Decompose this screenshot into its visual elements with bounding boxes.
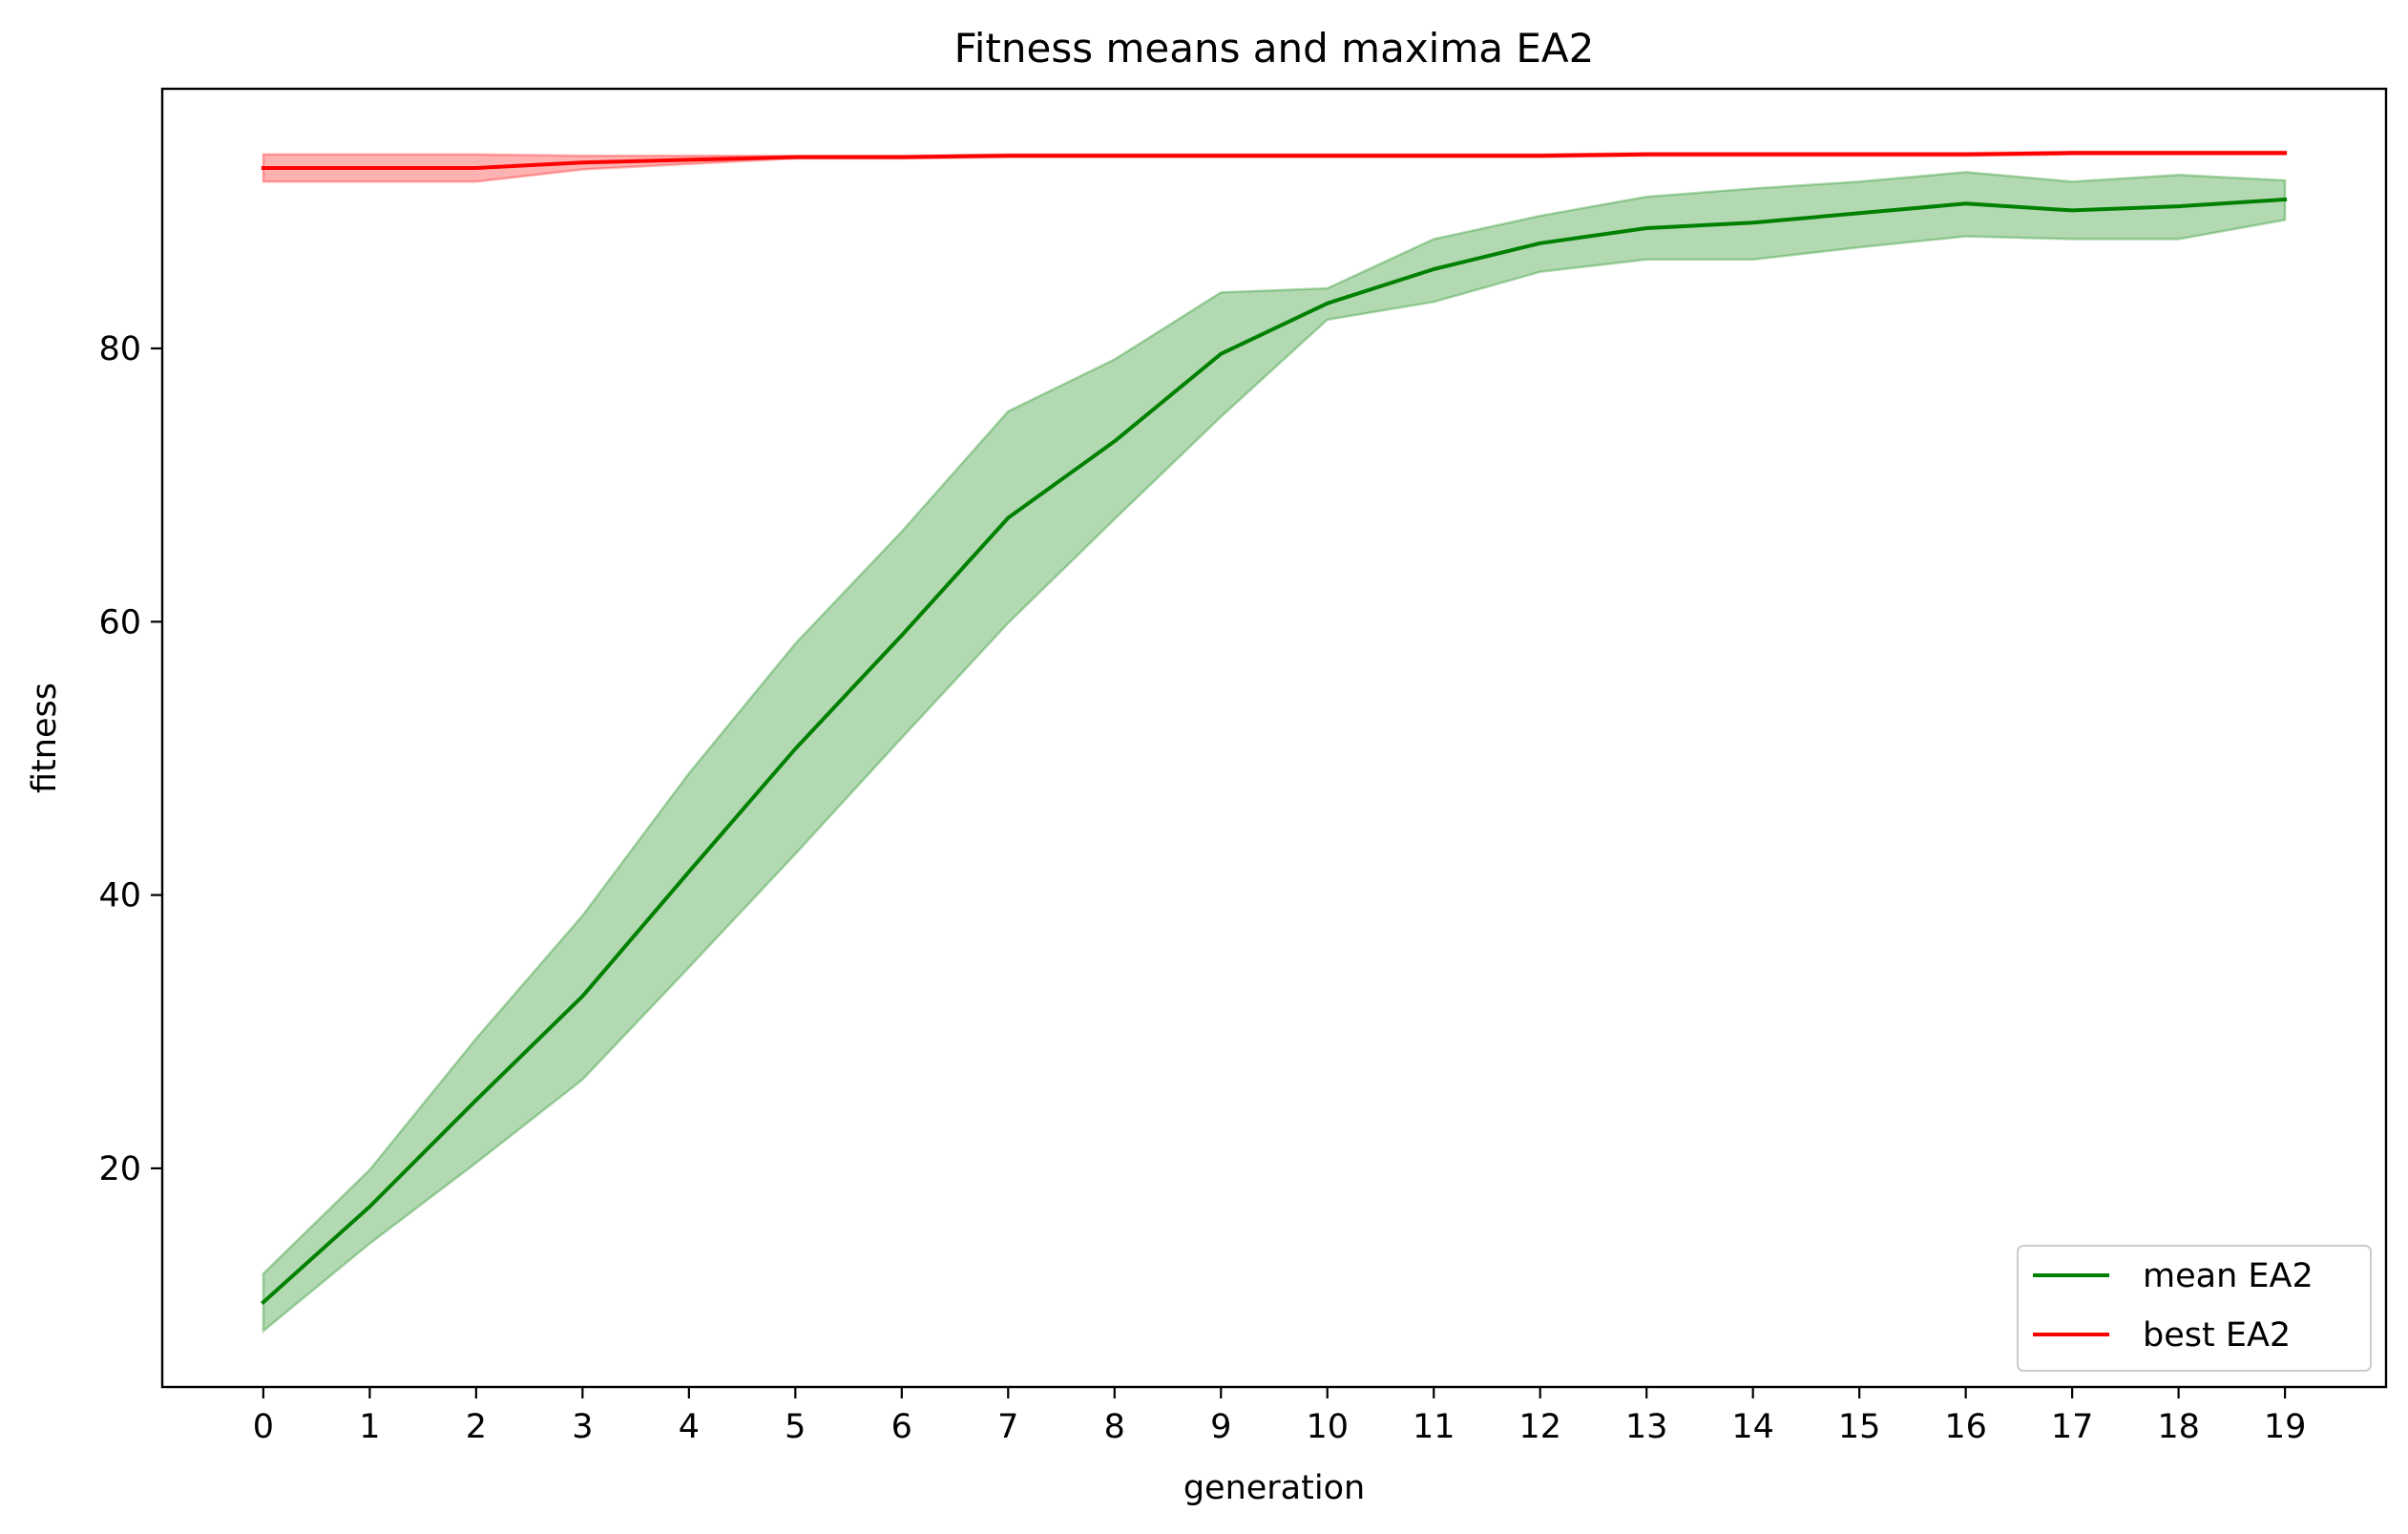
best-ea2-line [261, 151, 2288, 170]
y-tick-label: 80 [98, 330, 141, 368]
mean-ea2-line [261, 197, 2288, 1306]
y-axis-label: fitness [26, 683, 64, 793]
x-tick-label: 14 [1731, 1408, 1774, 1446]
x-tick-label: 5 [785, 1408, 806, 1446]
x-tick-label: 11 [1413, 1408, 1455, 1446]
chart-title: Fitness means and maxima EA2 [954, 25, 1595, 72]
x-tick-label: 13 [1625, 1408, 1668, 1446]
plot-area [160, 87, 2388, 1389]
x-tick-label: 16 [1944, 1408, 1987, 1446]
x-tick-label: 15 [1838, 1408, 1881, 1446]
plot-frame [160, 87, 2388, 1389]
x-tick-label: 17 [2051, 1408, 2094, 1446]
x-tick-label: 7 [997, 1408, 1018, 1446]
x-axis: 0 1 2 3 4 5 6 7 8 9 10 11 12 13 14 15 16 17 18 19 [253, 1387, 2307, 1446]
series-lines [261, 151, 2288, 1306]
mean-ea2-band [262, 171, 2287, 1334]
x-tick-label: 2 [466, 1408, 487, 1446]
legend: mean EA2 best EA2 [2017, 1245, 2372, 1372]
y-tick-label: 60 [98, 603, 141, 641]
x-tick-label: 6 [891, 1408, 912, 1446]
legend-label-best-ea2: best EA2 [2143, 1316, 2291, 1355]
x-tick-label: 8 [1104, 1408, 1125, 1446]
y-tick-label: 40 [98, 877, 141, 915]
legend-label-mean-ea2: mean EA2 [2143, 1257, 2314, 1295]
x-tick-label: 9 [1210, 1408, 1231, 1446]
x-tick-label: 3 [572, 1408, 593, 1446]
x-tick-label: 19 [2264, 1408, 2307, 1446]
y-axis: 20 40 60 80 [98, 330, 162, 1188]
x-tick-label: 1 [359, 1408, 380, 1446]
y-tick-label: 20 [98, 1150, 141, 1188]
x-tick-label: 4 [679, 1408, 700, 1446]
x-tick-label: 0 [253, 1408, 274, 1446]
x-tick-label: 10 [1306, 1408, 1349, 1446]
x-tick-label: 18 [2157, 1408, 2200, 1446]
x-axis-label: generation [1183, 1469, 1365, 1507]
x-tick-label: 12 [1518, 1408, 1561, 1446]
